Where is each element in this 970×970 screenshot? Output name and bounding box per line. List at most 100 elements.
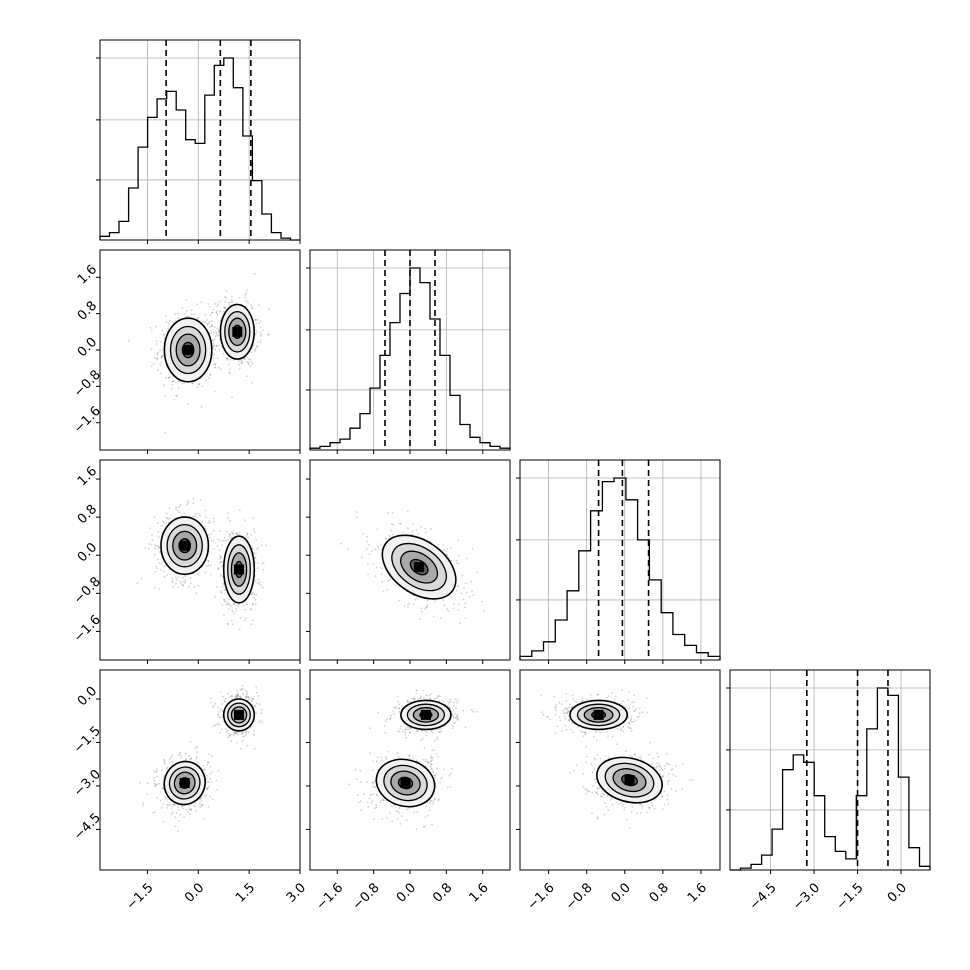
- scatter-point: [436, 738, 439, 741]
- scatter-point: [404, 731, 407, 734]
- scatter-point: [369, 727, 371, 730]
- scatter-point: [420, 526, 423, 528]
- scatter-point: [183, 512, 186, 515]
- scatter-point: [561, 703, 563, 706]
- scatter-point: [236, 690, 239, 693]
- scatter-point: [179, 504, 182, 506]
- scatter-point: [431, 823, 434, 826]
- scatter-point: [413, 698, 415, 701]
- scatter-point: [215, 311, 218, 314]
- scatter-point: [252, 697, 255, 700]
- scatter-point: [415, 759, 418, 762]
- scatter-point: [466, 557, 468, 560]
- scatter-point: [233, 731, 236, 733]
- scatter-point: [256, 582, 259, 584]
- scatter-point: [375, 804, 378, 807]
- scatter-point: [207, 376, 210, 379]
- scatter-point: [160, 532, 163, 535]
- scatter-point: [391, 820, 393, 823]
- scatter-point: [194, 515, 197, 517]
- scatter-point: [223, 306, 226, 309]
- scatter-point: [153, 770, 156, 772]
- scatter-point: [379, 801, 382, 804]
- scatter-point: [380, 573, 383, 576]
- scatter-point: [261, 562, 264, 565]
- scatter-point: [366, 540, 368, 543]
- scatter-point: [386, 817, 388, 819]
- scatter-point: [190, 757, 192, 760]
- scatter-point: [194, 747, 197, 750]
- scatter-point: [223, 295, 226, 298]
- scatter-point: [156, 522, 159, 525]
- scatter-point: [205, 777, 208, 780]
- scatter-point: [633, 710, 636, 712]
- scatter-point: [360, 781, 362, 783]
- scatter-point: [457, 554, 460, 557]
- scatter-point: [367, 562, 369, 565]
- scatter-point: [255, 593, 258, 596]
- scatter-point: [434, 739, 436, 742]
- scatter-point: [227, 623, 229, 626]
- scatter-point: [406, 726, 409, 728]
- scatter-point: [408, 602, 411, 605]
- scatter-point: [227, 511, 230, 514]
- scatter-point: [424, 760, 427, 763]
- scatter-point: [426, 604, 429, 607]
- scatter-point: [178, 751, 181, 754]
- scatter-point: [381, 567, 383, 570]
- scatter-point: [181, 805, 184, 808]
- scatter-point: [244, 519, 246, 521]
- scatter-point: [228, 535, 231, 538]
- scatter-point: [216, 333, 218, 336]
- scatter-point: [167, 322, 170, 325]
- scatter-point: [254, 557, 257, 559]
- scatter-point: [215, 310, 218, 313]
- scatter-point: [411, 523, 414, 525]
- scatter-point: [195, 809, 198, 812]
- scatter-point: [165, 565, 168, 568]
- scatter-point: [211, 311, 214, 314]
- scatter-point: [638, 715, 641, 718]
- scatter-point: [250, 351, 253, 353]
- scatter-point: [237, 694, 239, 697]
- scatter-point: [255, 318, 258, 321]
- scatter-point: [247, 363, 250, 366]
- scatter-point: [241, 739, 244, 742]
- scatter-point: [173, 803, 176, 806]
- scatter-point: [397, 700, 399, 703]
- scatter-point: [562, 712, 565, 715]
- scatter-point: [340, 542, 342, 545]
- scatter-point: [435, 786, 437, 789]
- scatter-point: [431, 756, 434, 759]
- scatter-point: [237, 692, 239, 695]
- scatter-point: [450, 559, 453, 562]
- pair-panel-0-2: [136, 497, 267, 631]
- scatter-point: [425, 606, 427, 609]
- scatter-point: [171, 577, 174, 580]
- scatter-point: [211, 771, 213, 773]
- scatter-point: [178, 820, 180, 822]
- scatter-point: [209, 373, 212, 376]
- scatter-point: [631, 701, 633, 704]
- scatter-point: [380, 756, 383, 759]
- scatter-point: [372, 793, 375, 795]
- scatter-point: [155, 343, 158, 345]
- scatter-point: [219, 530, 221, 533]
- scatter-point: [446, 548, 449, 550]
- scatter-point: [403, 605, 406, 608]
- scatter-point: [398, 811, 400, 814]
- scatter-point: [394, 707, 397, 709]
- scatter-point: [426, 760, 429, 763]
- scatter-point: [434, 797, 436, 800]
- scatter-point: [194, 802, 197, 805]
- scatter-point: [435, 697, 438, 699]
- scatter-point: [372, 783, 375, 785]
- scatter-point: [442, 700, 445, 703]
- scatter-point: [465, 582, 467, 585]
- scatter-point: [219, 310, 222, 313]
- scatter-point: [226, 603, 229, 606]
- scatter-point: [214, 595, 217, 598]
- scatter-point: [220, 561, 223, 563]
- scatter-point: [172, 380, 175, 382]
- scatter-point: [564, 707, 566, 710]
